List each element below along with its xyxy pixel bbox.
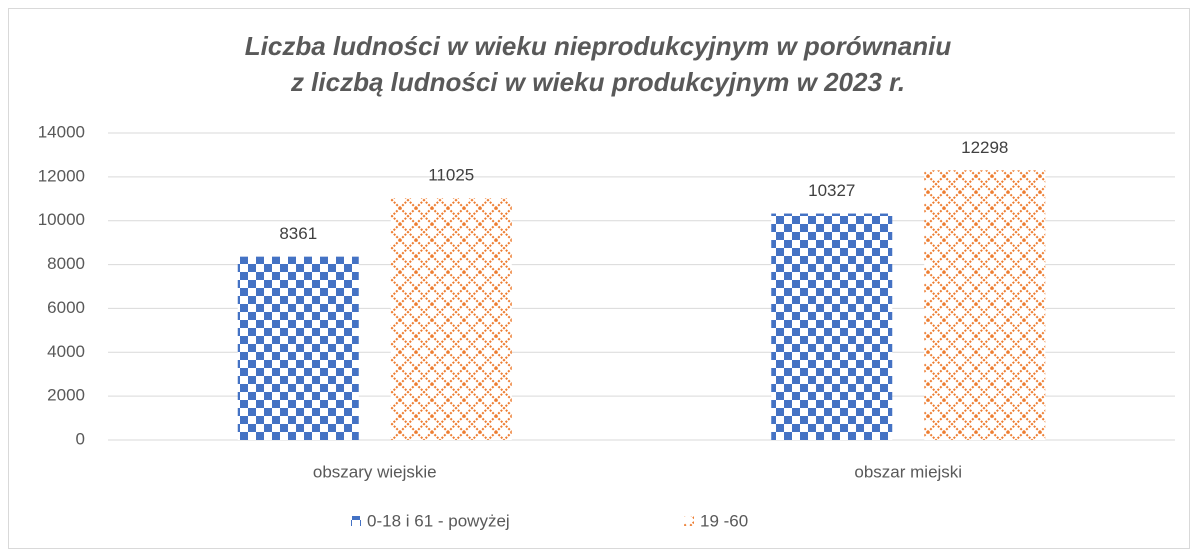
- legend-marker: [351, 516, 361, 526]
- x-tick-label: obszar miejski: [854, 462, 962, 481]
- legend-marker: [684, 516, 694, 526]
- bar: [924, 170, 1046, 440]
- bar: [771, 213, 893, 440]
- data-label: 12298: [961, 138, 1008, 157]
- y-tick-label: 10000: [38, 210, 85, 229]
- y-tick-label: 14000: [38, 122, 85, 141]
- y-tick-label: 12000: [38, 166, 85, 185]
- chart-title: Liczba ludności w wieku nieprodukcyjnym …: [245, 31, 952, 61]
- y-tick-label: 8000: [47, 254, 85, 273]
- data-label: 10327: [808, 181, 855, 200]
- data-label: 11025: [428, 166, 474, 185]
- chart-title: z liczbą ludności w wieku produkcyjnym w…: [290, 67, 905, 97]
- y-tick-label: 0: [76, 429, 85, 448]
- y-tick-label: 6000: [47, 298, 85, 317]
- y-tick-label: 4000: [47, 342, 85, 361]
- bar: [237, 256, 359, 440]
- bar: [390, 198, 512, 440]
- x-tick-label: obszary wiejskie: [313, 462, 437, 481]
- legend-label: 0-18 i 61 - powyżej: [367, 511, 510, 530]
- data-label: 8361: [279, 224, 317, 243]
- y-tick-label: 2000: [47, 386, 85, 405]
- legend-label: 19 -60: [700, 511, 748, 530]
